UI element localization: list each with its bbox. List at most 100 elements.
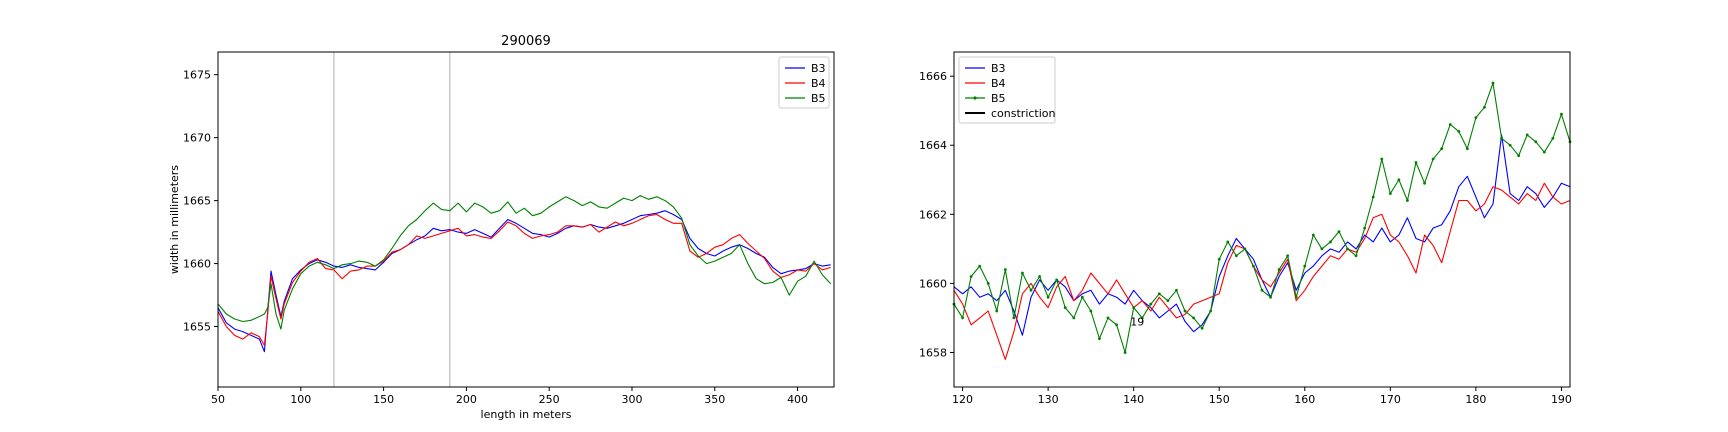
data-point-b5 bbox=[1337, 230, 1341, 233]
data-point-b5 bbox=[1072, 316, 1076, 320]
x-tick-label: 160 bbox=[1294, 393, 1315, 406]
legend: B3 B4 B5 bbox=[778, 56, 830, 109]
data-point-b5 bbox=[986, 281, 990, 285]
x-tick-label: 140 bbox=[1123, 393, 1144, 406]
data-point-b5 bbox=[1277, 268, 1281, 271]
series-line-b5 bbox=[953, 82, 1571, 354]
data-point-b5 bbox=[1029, 288, 1033, 292]
data-point-b5 bbox=[995, 309, 999, 313]
x-tick-label: 300 bbox=[621, 393, 642, 406]
legend-box bbox=[958, 56, 1056, 124]
data-point-b5 bbox=[1226, 240, 1230, 244]
x-tick-label: 120 bbox=[952, 393, 973, 406]
y-tick-label: 1664 bbox=[919, 139, 947, 152]
data-point-b5 bbox=[1320, 247, 1324, 251]
chart-right: 120 130 140 150 160 170 180 190 1658 1660 1662 1664… bbox=[919, 51, 1572, 406]
data-point-b5 bbox=[969, 275, 973, 278]
chart-title: 290069 bbox=[501, 34, 551, 49]
data-point-b5 bbox=[1440, 147, 1444, 151]
annotation-label: 19 bbox=[1130, 315, 1144, 328]
data-point-b5 bbox=[1397, 178, 1401, 182]
data-point-b5 bbox=[1500, 136, 1503, 140]
data-point-b5 bbox=[1474, 116, 1478, 120]
data-point-b5 bbox=[961, 316, 964, 320]
x-tick-label: 190 bbox=[1551, 393, 1572, 406]
legend-label-b5: B5 bbox=[991, 92, 1006, 105]
x-tick-label: 350 bbox=[704, 393, 725, 406]
data-point-b5 bbox=[1329, 240, 1332, 244]
y-tick-label: 1666 bbox=[919, 70, 947, 83]
x-tick-label: 400 bbox=[787, 393, 808, 406]
data-point-b5 bbox=[1414, 161, 1418, 164]
legend: B3 B4 B5 constriction bbox=[958, 56, 1056, 124]
data-point-b5 bbox=[1106, 316, 1110, 320]
series-line-b5 bbox=[217, 195, 832, 330]
data-point-b5 bbox=[1431, 157, 1435, 161]
legend-marker bbox=[973, 96, 977, 100]
y-tick-label: 1670 bbox=[183, 132, 211, 145]
y-tick-label: 1665 bbox=[183, 195, 211, 208]
data-point-b5 bbox=[1021, 271, 1024, 275]
data-point-b5 bbox=[1098, 337, 1101, 341]
data-point-b5 bbox=[1542, 150, 1546, 154]
legend-label-constriction: constriction bbox=[991, 107, 1056, 120]
data-point-b5 bbox=[1175, 288, 1178, 292]
data-point-b5 bbox=[1063, 306, 1067, 309]
data-point-b5 bbox=[1303, 264, 1307, 268]
data-point-b5 bbox=[1406, 199, 1409, 202]
x-tick-label: 180 bbox=[1465, 393, 1486, 406]
data-point-b5 bbox=[1012, 316, 1016, 320]
data-point-b5 bbox=[1183, 309, 1187, 313]
data-point-b5 bbox=[1217, 257, 1221, 261]
data-point-b5 bbox=[1209, 309, 1213, 313]
data-point-b5 bbox=[1286, 254, 1290, 258]
data-point-b5 bbox=[1269, 295, 1272, 299]
series-line-b3 bbox=[217, 210, 831, 353]
y-axis-label: width in millimeters bbox=[168, 165, 181, 274]
legend-label-b4: B4 bbox=[991, 77, 1006, 90]
data-point-b5 bbox=[1260, 288, 1264, 292]
data-point-b5 bbox=[1423, 181, 1426, 185]
x-tick-label: 170 bbox=[1380, 393, 1401, 406]
data-point-b5 bbox=[1234, 254, 1238, 258]
data-point-b5 bbox=[1115, 323, 1118, 327]
legend-label-b4: B4 bbox=[811, 77, 826, 90]
data-point-b5 bbox=[1140, 316, 1144, 320]
plot-frame bbox=[217, 51, 835, 388]
data-point-b5 bbox=[1089, 309, 1093, 313]
x-tick-label: 100 bbox=[290, 393, 311, 406]
y-tick-label: 1658 bbox=[919, 346, 947, 359]
data-point-b5 bbox=[1055, 278, 1059, 282]
x-tick-label: 250 bbox=[539, 393, 560, 406]
data-point-b5 bbox=[1294, 295, 1298, 299]
x-tick-label: 200 bbox=[456, 393, 477, 406]
data-point-b5 bbox=[1551, 136, 1555, 140]
data-point-b5 bbox=[1346, 247, 1349, 251]
data-point-b5 bbox=[1003, 268, 1007, 271]
x-tick-label: 150 bbox=[1209, 393, 1230, 406]
data-point-b5 bbox=[1465, 147, 1469, 151]
data-point-b5 bbox=[1080, 295, 1084, 299]
chart-left: 50 100 150 200 250 300 350 400 1655 1660 1665 1670 1… bbox=[168, 34, 835, 421]
data-point-b5 bbox=[1046, 295, 1050, 299]
data-point-b5 bbox=[1252, 264, 1255, 268]
legend-label-b3: B3 bbox=[991, 62, 1006, 75]
legend-label-b5: B5 bbox=[811, 92, 826, 105]
data-point-b5 bbox=[1491, 81, 1495, 85]
y-tick-label: 1662 bbox=[919, 208, 947, 221]
data-point-b5 bbox=[1371, 195, 1375, 199]
data-point-b5 bbox=[1534, 140, 1538, 144]
data-point-b5 bbox=[1123, 351, 1127, 354]
data-point-b5 bbox=[1448, 123, 1452, 126]
legend-label-b3: B3 bbox=[811, 62, 826, 75]
y-tick-label: 1675 bbox=[183, 69, 211, 82]
data-point-b5 bbox=[1243, 247, 1247, 251]
x-axis-label: length in meters bbox=[481, 408, 572, 421]
data-point-b5 bbox=[1311, 233, 1315, 237]
y-tick-label: 1660 bbox=[919, 277, 947, 290]
data-point-b5 bbox=[1517, 154, 1521, 158]
x-tick-label: 130 bbox=[1038, 393, 1059, 406]
data-point-b5 bbox=[1483, 105, 1486, 109]
data-point-b5 bbox=[1525, 133, 1529, 137]
data-point-b5 bbox=[1457, 130, 1461, 133]
